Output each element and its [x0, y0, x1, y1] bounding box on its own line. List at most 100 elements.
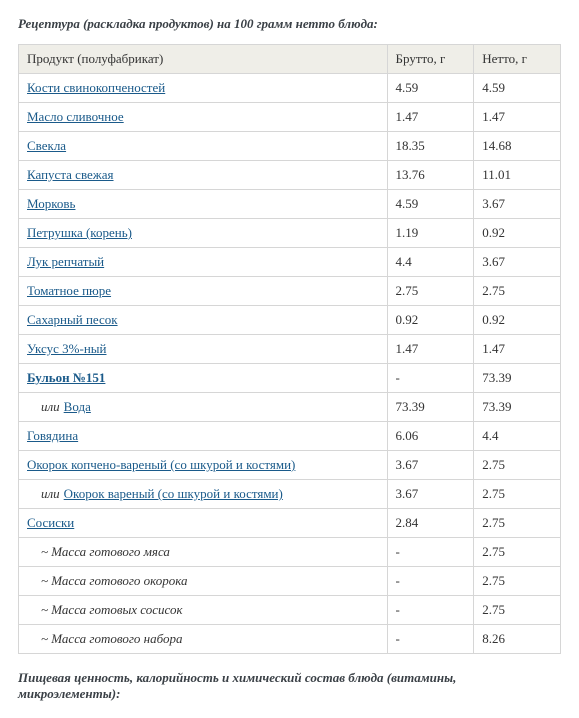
cell-product: Лук репчатый [19, 248, 388, 277]
cell-netto: 2.75 [474, 596, 561, 625]
table-row: Окорок копчено-вареный (со шкурой и кост… [19, 451, 561, 480]
ingredient-link[interactable]: Капуста свежая [27, 167, 114, 182]
cell-brutto: 6.06 [387, 422, 474, 451]
cell-product: Сосиски [19, 509, 388, 538]
table-row: Томатное пюре 2.752.75 [19, 277, 561, 306]
table-row: Говядина 6.064.4 [19, 422, 561, 451]
table-row: ~ Масса готового набора -8.26 [19, 625, 561, 654]
cell-product: Говядина [19, 422, 388, 451]
cell-brutto: - [387, 596, 474, 625]
table-row: или Окорок вареный (со шкурой и костями) 3… [19, 480, 561, 509]
mass-label: ~ Масса готового окорока [27, 573, 187, 589]
table-row: Морковь 4.593.67 [19, 190, 561, 219]
table-row: ~ Масса готового окорока -2.75 [19, 567, 561, 596]
col-header-product: Продукт (полуфабрикат) [19, 45, 388, 74]
mass-label: ~ Масса готового набора [27, 631, 182, 647]
ingredient-link[interactable]: Морковь [27, 196, 75, 211]
cell-brutto: 73.39 [387, 393, 474, 422]
cell-product: ~ Масса готового набора [19, 625, 388, 654]
cell-brutto: 3.67 [387, 480, 474, 509]
cell-brutto: 13.76 [387, 161, 474, 190]
cell-netto: 11.01 [474, 161, 561, 190]
ingredient-link[interactable]: Лук репчатый [27, 254, 104, 269]
table-row: Капуста свежая 13.7611.01 [19, 161, 561, 190]
cell-netto: 2.75 [474, 567, 561, 596]
or-label: или [41, 399, 60, 414]
table-row: Кости свинокопченостей4.594.59 [19, 74, 561, 103]
cell-product: Свекла [19, 132, 388, 161]
cell-netto: 14.68 [474, 132, 561, 161]
cell-brutto: 3.67 [387, 451, 474, 480]
cell-brutto: 2.84 [387, 509, 474, 538]
ingredient-link[interactable]: Говядина [27, 428, 78, 443]
cell-netto: 1.47 [474, 103, 561, 132]
cell-product: ~ Масса готового мяса [19, 538, 388, 567]
table-row: Лук репчатый4.43.67 [19, 248, 561, 277]
cell-brutto: - [387, 567, 474, 596]
or-label: или [41, 486, 60, 501]
cell-brutto: 4.59 [387, 74, 474, 103]
cell-product: или Вода [19, 393, 388, 422]
cell-brutto: - [387, 538, 474, 567]
table-row: ~ Масса готовых сосисок -2.75 [19, 596, 561, 625]
cell-product: Масло сливочное [19, 103, 388, 132]
ingredient-link[interactable]: Масло сливочное [27, 109, 124, 124]
cell-brutto: 0.92 [387, 306, 474, 335]
cell-brutto: 18.35 [387, 132, 474, 161]
cell-netto: 3.67 [474, 190, 561, 219]
table-header-row: Продукт (полуфабрикат) Брутто, г Нетто, … [19, 45, 561, 74]
cell-brutto: 1.47 [387, 103, 474, 132]
ingredient-link[interactable]: Окорок вареный (со шкурой и костями) [64, 486, 283, 501]
cell-brutto: 1.47 [387, 335, 474, 364]
cell-product: Морковь [19, 190, 388, 219]
cell-netto: 73.39 [474, 364, 561, 393]
ingredient-link[interactable]: Томатное пюре [27, 283, 111, 298]
cell-brutto: 4.59 [387, 190, 474, 219]
table-row: Уксус 3%-ный 1.471.47 [19, 335, 561, 364]
cell-product: Кости свинокопченостей [19, 74, 388, 103]
cell-netto: 0.92 [474, 219, 561, 248]
cell-product: Уксус 3%-ный [19, 335, 388, 364]
cell-netto: 8.26 [474, 625, 561, 654]
table-row: Масло сливочное 1.471.47 [19, 103, 561, 132]
recipe-heading: Рецептура (раскладка продуктов) на 100 г… [18, 16, 561, 32]
cell-netto: 3.67 [474, 248, 561, 277]
ingredient-link[interactable]: Петрушка (корень) [27, 225, 132, 240]
cell-product: Петрушка (корень) [19, 219, 388, 248]
table-row: Сахарный песок0.920.92 [19, 306, 561, 335]
mass-label: ~ Масса готового мяса [27, 544, 170, 560]
cell-product: Томатное пюре [19, 277, 388, 306]
table-row: Бульон №151 -73.39 [19, 364, 561, 393]
cell-netto: 1.47 [474, 335, 561, 364]
table-row: Петрушка (корень) 1.190.92 [19, 219, 561, 248]
ingredient-link[interactable]: Окорок копчено-вареный (со шкурой и кост… [27, 457, 295, 472]
ingredient-link[interactable]: Бульон №151 [27, 370, 105, 385]
ingredient-link[interactable]: Вода [64, 399, 91, 414]
cell-product: ~ Масса готовых сосисок [19, 596, 388, 625]
cell-product: ~ Масса готового окорока [19, 567, 388, 596]
ingredient-link[interactable]: Кости свинокопченостей [27, 80, 165, 95]
ingredient-link[interactable]: Сосиски [27, 515, 74, 530]
table-row: или Вода 73.3973.39 [19, 393, 561, 422]
nutrition-heading: Пищевая ценность, калорийность и химичес… [18, 670, 561, 702]
ingredient-link[interactable]: Свекла [27, 138, 66, 153]
cell-netto: 2.75 [474, 277, 561, 306]
cell-brutto: 1.19 [387, 219, 474, 248]
ingredient-link[interactable]: Сахарный песок [27, 312, 118, 327]
cell-netto: 2.75 [474, 451, 561, 480]
ingredient-link[interactable]: Уксус 3%-ный [27, 341, 106, 356]
cell-brutto: 2.75 [387, 277, 474, 306]
cell-netto: 4.4 [474, 422, 561, 451]
cell-product: Окорок копчено-вареный (со шкурой и кост… [19, 451, 388, 480]
cell-product: Сахарный песок [19, 306, 388, 335]
col-header-brutto: Брутто, г [387, 45, 474, 74]
cell-netto: 2.75 [474, 538, 561, 567]
table-row: Свекла 18.3514.68 [19, 132, 561, 161]
cell-netto: 73.39 [474, 393, 561, 422]
cell-product: Капуста свежая [19, 161, 388, 190]
mass-label: ~ Масса готовых сосисок [27, 602, 183, 618]
cell-brutto: - [387, 625, 474, 654]
cell-product: Бульон №151 [19, 364, 388, 393]
cell-netto: 2.75 [474, 480, 561, 509]
cell-brutto: - [387, 364, 474, 393]
